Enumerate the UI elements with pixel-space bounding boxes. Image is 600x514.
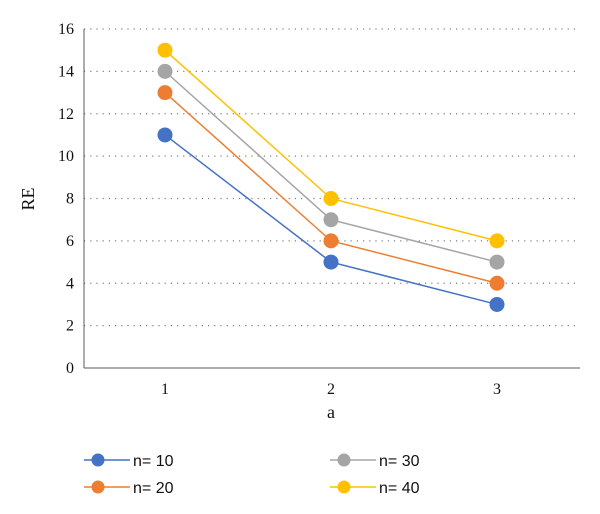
y-tick-label: 12 [58,106,74,123]
data-point [489,254,505,270]
y-tick-label: 10 [58,148,74,165]
legend-marker [91,480,105,494]
data-point [323,254,339,270]
y-tick-label: 6 [66,233,74,250]
y-tick-label: 4 [66,275,74,292]
legend-label: n= 10 [133,453,174,470]
legend-label: n= 40 [379,480,420,497]
data-point [157,85,173,101]
legend-marker [337,480,351,494]
legend-label: n= 30 [379,453,420,470]
data-point [323,212,339,228]
y-tick-label: 8 [66,191,74,208]
x-tick-labels: 1 2 3 [161,381,501,398]
y-tick-label: 2 [66,318,74,335]
y-tick-label: 0 [66,360,74,377]
data-point [323,233,339,249]
series-group [157,42,505,312]
y-tick-label: 14 [58,63,74,80]
legend: n= 10 n= 20 n= 30 n= 40 [84,453,420,497]
data-point [157,42,173,58]
x-axis-title: a [327,402,335,422]
y-tick-labels: 0 2 4 6 8 10 12 14 16 [58,21,74,377]
data-point [157,127,173,143]
x-tick-label: 2 [327,381,335,398]
data-point [489,275,505,291]
y-axis-title: RE [18,187,38,210]
data-point [157,63,173,79]
legend-marker [337,453,351,467]
x-tick-label: 1 [161,381,169,398]
legend-marker [91,453,105,467]
data-point [323,191,339,206]
data-point [489,233,505,249]
legend-label: n= 20 [133,480,174,497]
data-point [489,296,505,312]
axes [83,29,580,369]
x-tick-label: 3 [493,381,501,398]
y-tick-label: 16 [58,21,74,38]
